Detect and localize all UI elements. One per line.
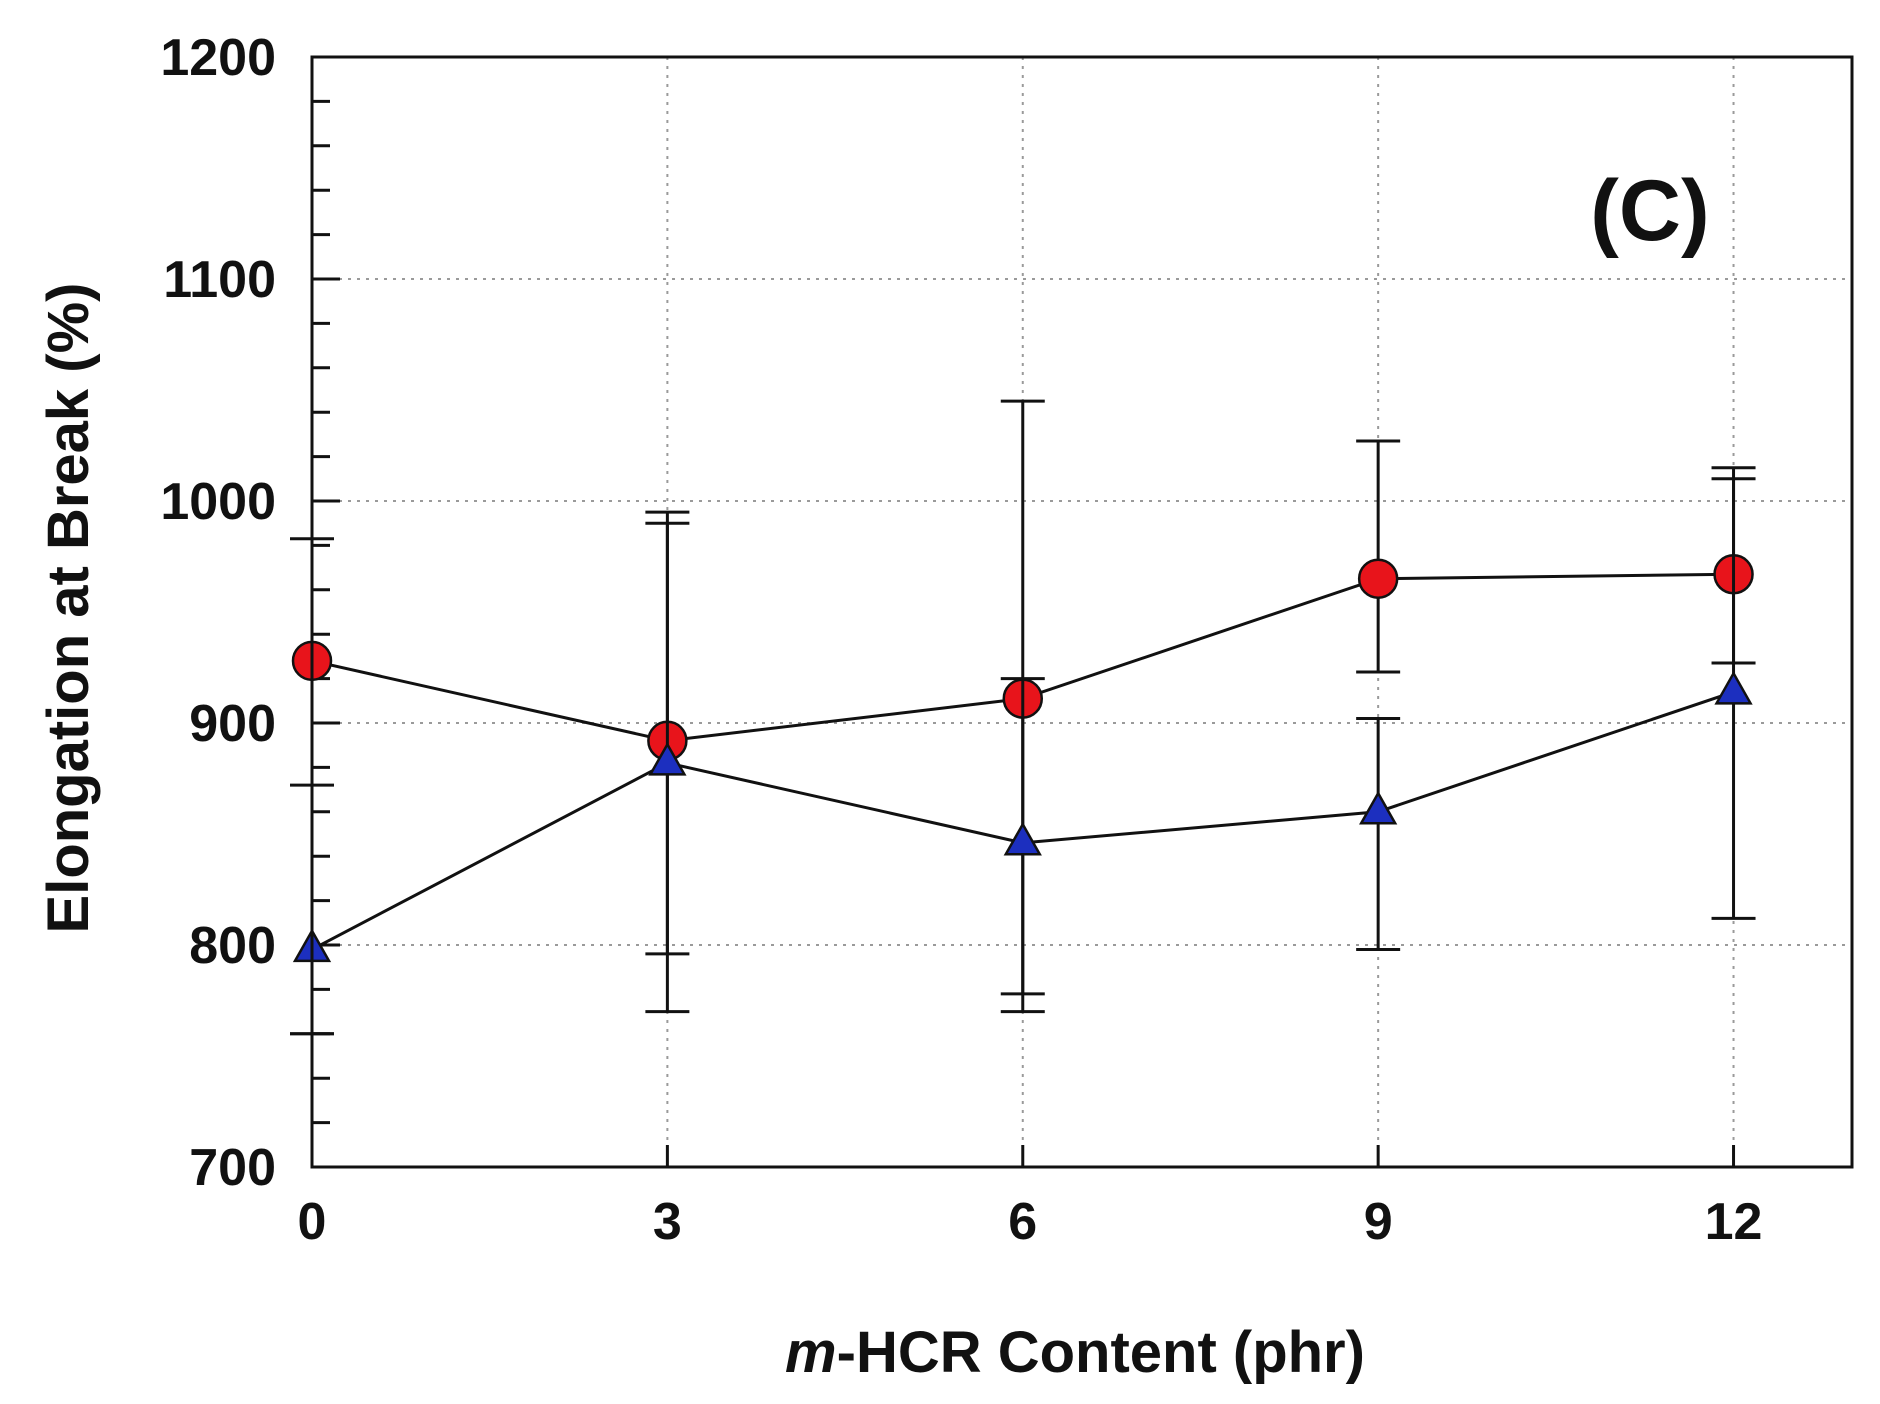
y-tick-label: 1100 (163, 251, 276, 309)
y-tick-label: 1200 (160, 29, 276, 87)
data-point-circle (1357, 558, 1399, 599)
data-point-triangle (1714, 670, 1753, 705)
x-tick-labels: 0 3 6 9 12 (298, 1145, 1763, 1251)
panel-label: (C) (1590, 163, 1709, 259)
x-axis-title: m-HCR Content (phr) (785, 1320, 1365, 1385)
data-point-triangle (1359, 790, 1398, 825)
x-tick-label: 6 (1008, 1193, 1037, 1251)
x-axis-title-rest: -HCR Content (phr) (837, 1320, 1365, 1385)
x-tick-label: 0 (298, 1193, 327, 1251)
data-point-triangle (1003, 821, 1042, 856)
plot-frame (310, 55, 1854, 1169)
y-minor-ticks (312, 55, 340, 1169)
series-layer (290, 399, 1756, 1036)
data-point-triangle (648, 741, 687, 776)
y-tick-label: 1000 (160, 473, 276, 531)
y-axis-title: Elongation at Break (%) (36, 283, 101, 934)
x-tick-label: 12 (1705, 1193, 1763, 1251)
y-tick-label: 800 (189, 917, 276, 975)
x-tick-label: 3 (653, 1193, 682, 1251)
x-axis-title-italic: m (785, 1320, 837, 1385)
x-tick-label: 9 (1364, 1193, 1393, 1251)
y-tick-label: 700 (189, 1139, 276, 1197)
y-tick-labels: 700 800 900 1000 1100 1200 (160, 29, 276, 1197)
y-tick-label: 900 (189, 695, 276, 753)
